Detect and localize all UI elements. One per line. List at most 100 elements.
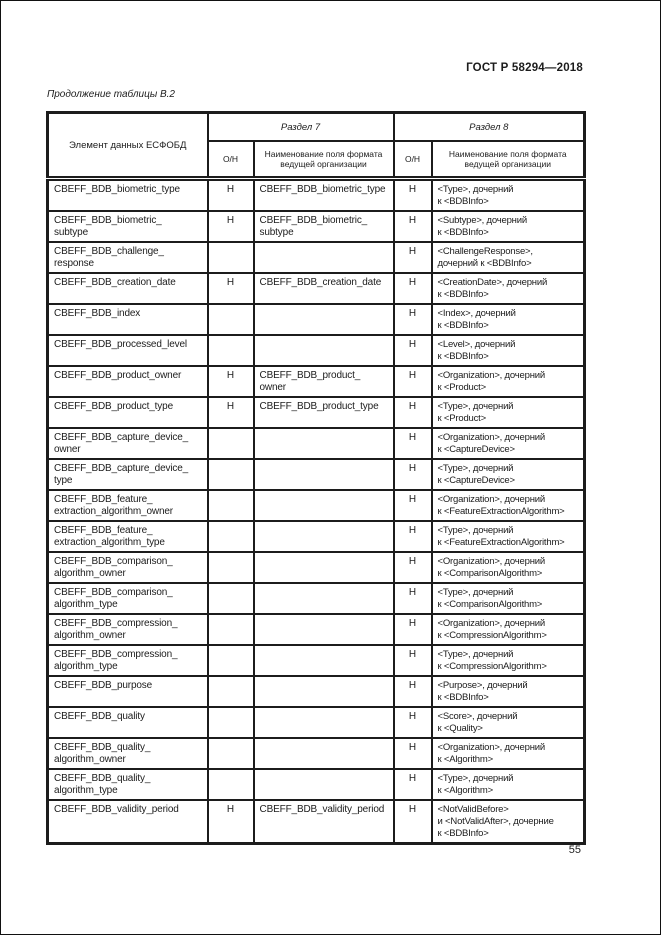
cell-s8-name: <Organization>, дочерний к <CompressionA…	[430, 613, 586, 646]
cell-s8-on: Н	[392, 737, 433, 770]
cell-s8-on: Н	[392, 272, 433, 305]
cell-s7-name	[252, 489, 395, 522]
table-row: CBEFF_BDB_quality_ algorithm_owner Н <Orga…	[46, 737, 586, 770]
table-row: CBEFF_BDB_capture_device_ owner Н <Organiz…	[46, 427, 586, 460]
cell-s7-name	[252, 241, 395, 274]
cell-s8-on: Н	[392, 303, 433, 336]
cell-s7-name	[252, 551, 395, 584]
cell-s8-on: Н	[392, 427, 433, 460]
table-row: CBEFF_BDB_index Н <Index>, дочерний к <BDB…	[46, 303, 586, 336]
cell-s7-name	[252, 303, 395, 336]
cell-s7-name	[252, 334, 395, 367]
cell-s7-on	[206, 241, 255, 274]
cell-s8-on: Н	[392, 489, 433, 522]
cell-s8-on: Н	[392, 768, 433, 801]
cell-s8-name: <Score>, дочерний к <Quality>	[430, 706, 586, 739]
cell-s7-name	[252, 458, 395, 491]
table-row: CBEFF_BDB_purpose Н <Purpose>, дочерний к …	[46, 675, 586, 708]
data-elements-table: Элемент данных ЕСФОБД Раздел 7 Раздел 8 …	[46, 111, 587, 845]
cell-s7-on	[206, 458, 255, 491]
cell-s8-name: <Organization>, дочерний к <Product>	[430, 365, 586, 398]
cell-element: CBEFF_BDB_capture_device_ type	[46, 458, 209, 491]
table-row: CBEFF_BDB_capture_device_ type Н <Type>, д…	[46, 458, 586, 491]
cell-element: CBEFF_BDB_comparison_ algorithm_type	[46, 582, 209, 615]
cell-element: CBEFF_BDB_validity_period	[46, 799, 209, 845]
header-s7-on: О/Н	[206, 140, 255, 181]
cell-s7-name: CBEFF_BDB_biometric_ subtype	[252, 210, 395, 243]
cell-element: CBEFF_BDB_creation_date	[46, 272, 209, 305]
header-s7-field-name: Наименование поля формата ведущей органи…	[252, 140, 395, 181]
cell-s7-name: CBEFF_BDB_creation_date	[252, 272, 395, 305]
cell-s8-name: <Organization>, дочерний к <CaptureDevic…	[430, 427, 586, 460]
cell-element: CBEFF_BDB_product_type	[46, 396, 209, 429]
cell-s8-name: <Type>, дочерний к <CaptureDevice>	[430, 458, 586, 491]
cell-s8-on: Н	[392, 334, 433, 367]
page-number: 55	[568, 844, 581, 856]
cell-s8-on: Н	[392, 365, 433, 398]
table-row: CBEFF_BDB_product_owner Н CBEFF_BDB_produc…	[46, 365, 586, 398]
cell-element: CBEFF_BDB_feature_ extraction_algorithm_…	[46, 489, 209, 522]
cell-s8-name: <CreationDate>, дочерний к <BDBInfo>	[430, 272, 586, 305]
cell-s8-on: Н	[392, 551, 433, 584]
cell-s7-on: Н	[206, 210, 255, 243]
cell-element: CBEFF_BDB_quality_ algorithm_type	[46, 768, 209, 801]
table-row: CBEFF_BDB_product_type Н CBEFF_BDB_product…	[46, 396, 586, 429]
cell-s8-on: Н	[392, 458, 433, 491]
table-body: CBEFF_BDB_biometric_type Н CBEFF_BDB_biome…	[46, 177, 586, 845]
cell-s7-name: CBEFF_BDB_product_type	[252, 396, 395, 429]
cell-s7-on: Н	[206, 396, 255, 429]
cell-s7-name	[252, 675, 395, 708]
header-section7: Раздел 7	[206, 111, 395, 142]
table-row: CBEFF_BDB_creation_date Н CBEFF_BDB_creati…	[46, 272, 586, 305]
cell-s8-name: <Type>, дочерний к <CompressionAlgorithm…	[430, 644, 586, 677]
table-row: CBEFF_BDB_feature_ extraction_algorithm_…	[46, 489, 586, 522]
cell-s7-on	[206, 706, 255, 739]
table-caption: Продолжение таблицы В.2	[47, 89, 175, 100]
cell-s8-on: Н	[392, 241, 433, 274]
table-row: CBEFF_BDB_quality_ algorithm_type Н <Type>…	[46, 768, 586, 801]
cell-s8-name: <Organization>, дочерний к <Algorithm>	[430, 737, 586, 770]
cell-s8-on: Н	[392, 210, 433, 243]
cell-element: CBEFF_BDB_processed_level	[46, 334, 209, 367]
cell-s8-name: <ChallengeResponse>, дочерний к <BDBInfo…	[430, 241, 586, 274]
cell-s7-on: Н	[206, 272, 255, 305]
cell-s8-name: <Level>, дочерний к <BDBInfo>	[430, 334, 586, 367]
cell-s7-on: Н	[206, 365, 255, 398]
cell-s7-name	[252, 706, 395, 739]
table-row: CBEFF_BDB_comparison_ algorithm_owner Н <O…	[46, 551, 586, 584]
table-header: Элемент данных ЕСФОБД Раздел 7 Раздел 8 …	[46, 111, 586, 181]
cell-element: CBEFF_BDB_biometric_ subtype	[46, 210, 209, 243]
table-row: CBEFF_BDB_validity_period Н CBEFF_BDB_vali…	[46, 799, 586, 845]
header-row-sections: Элемент данных ЕСФОБД Раздел 7 Раздел 8	[46, 111, 586, 181]
table-row: CBEFF_BDB_compression_ algorithm_type Н <T…	[46, 644, 586, 677]
cell-s7-name	[252, 768, 395, 801]
cell-element: CBEFF_BDB_challenge_ response	[46, 241, 209, 274]
table-row: CBEFF_BDB_feature_ extraction_algorithm_…	[46, 520, 586, 553]
cell-s7-name	[252, 582, 395, 615]
cell-s7-name: CBEFF_BDB_biometric_type	[252, 177, 395, 212]
cell-s8-on: Н	[392, 706, 433, 739]
table-row: CBEFF_BDB_compression_ algorithm_owner Н <…	[46, 613, 586, 646]
header-row-subcolumns: О/Н Наименование поля формата ведущей ор…	[48, 140, 586, 181]
cell-s8-on: Н	[392, 613, 433, 646]
cell-s7-on	[206, 737, 255, 770]
cell-element: CBEFF_BDB_compression_ algorithm_owner	[46, 613, 209, 646]
table-row: CBEFF_BDB_challenge_ response Н <Challenge…	[46, 241, 586, 274]
cell-s8-name: <NotValidBefore> и <NotValidAfter>, доче…	[430, 799, 586, 845]
cell-element: CBEFF_BDB_quality	[46, 706, 209, 739]
cell-element: CBEFF_BDB_index	[46, 303, 209, 336]
cell-s8-on: Н	[392, 177, 433, 212]
cell-s7-name	[252, 427, 395, 460]
cell-s8-on: Н	[392, 396, 433, 429]
document-number: ГОСТ Р 58294—2018	[466, 62, 583, 74]
cell-s7-on	[206, 334, 255, 367]
cell-s8-name: <Organization>, дочерний к <FeatureExtra…	[430, 489, 586, 522]
cell-s7-on	[206, 489, 255, 522]
cell-s8-on: Н	[392, 675, 433, 708]
cell-element: CBEFF_BDB_compression_ algorithm_type	[46, 644, 209, 677]
cell-s8-name: <Organization>, дочерний к <ComparisonAl…	[430, 551, 586, 584]
cell-s7-on	[206, 613, 255, 646]
header-element-column: Элемент данных ЕСФОБД	[46, 111, 209, 181]
cell-element: CBEFF_BDB_product_owner	[46, 365, 209, 398]
